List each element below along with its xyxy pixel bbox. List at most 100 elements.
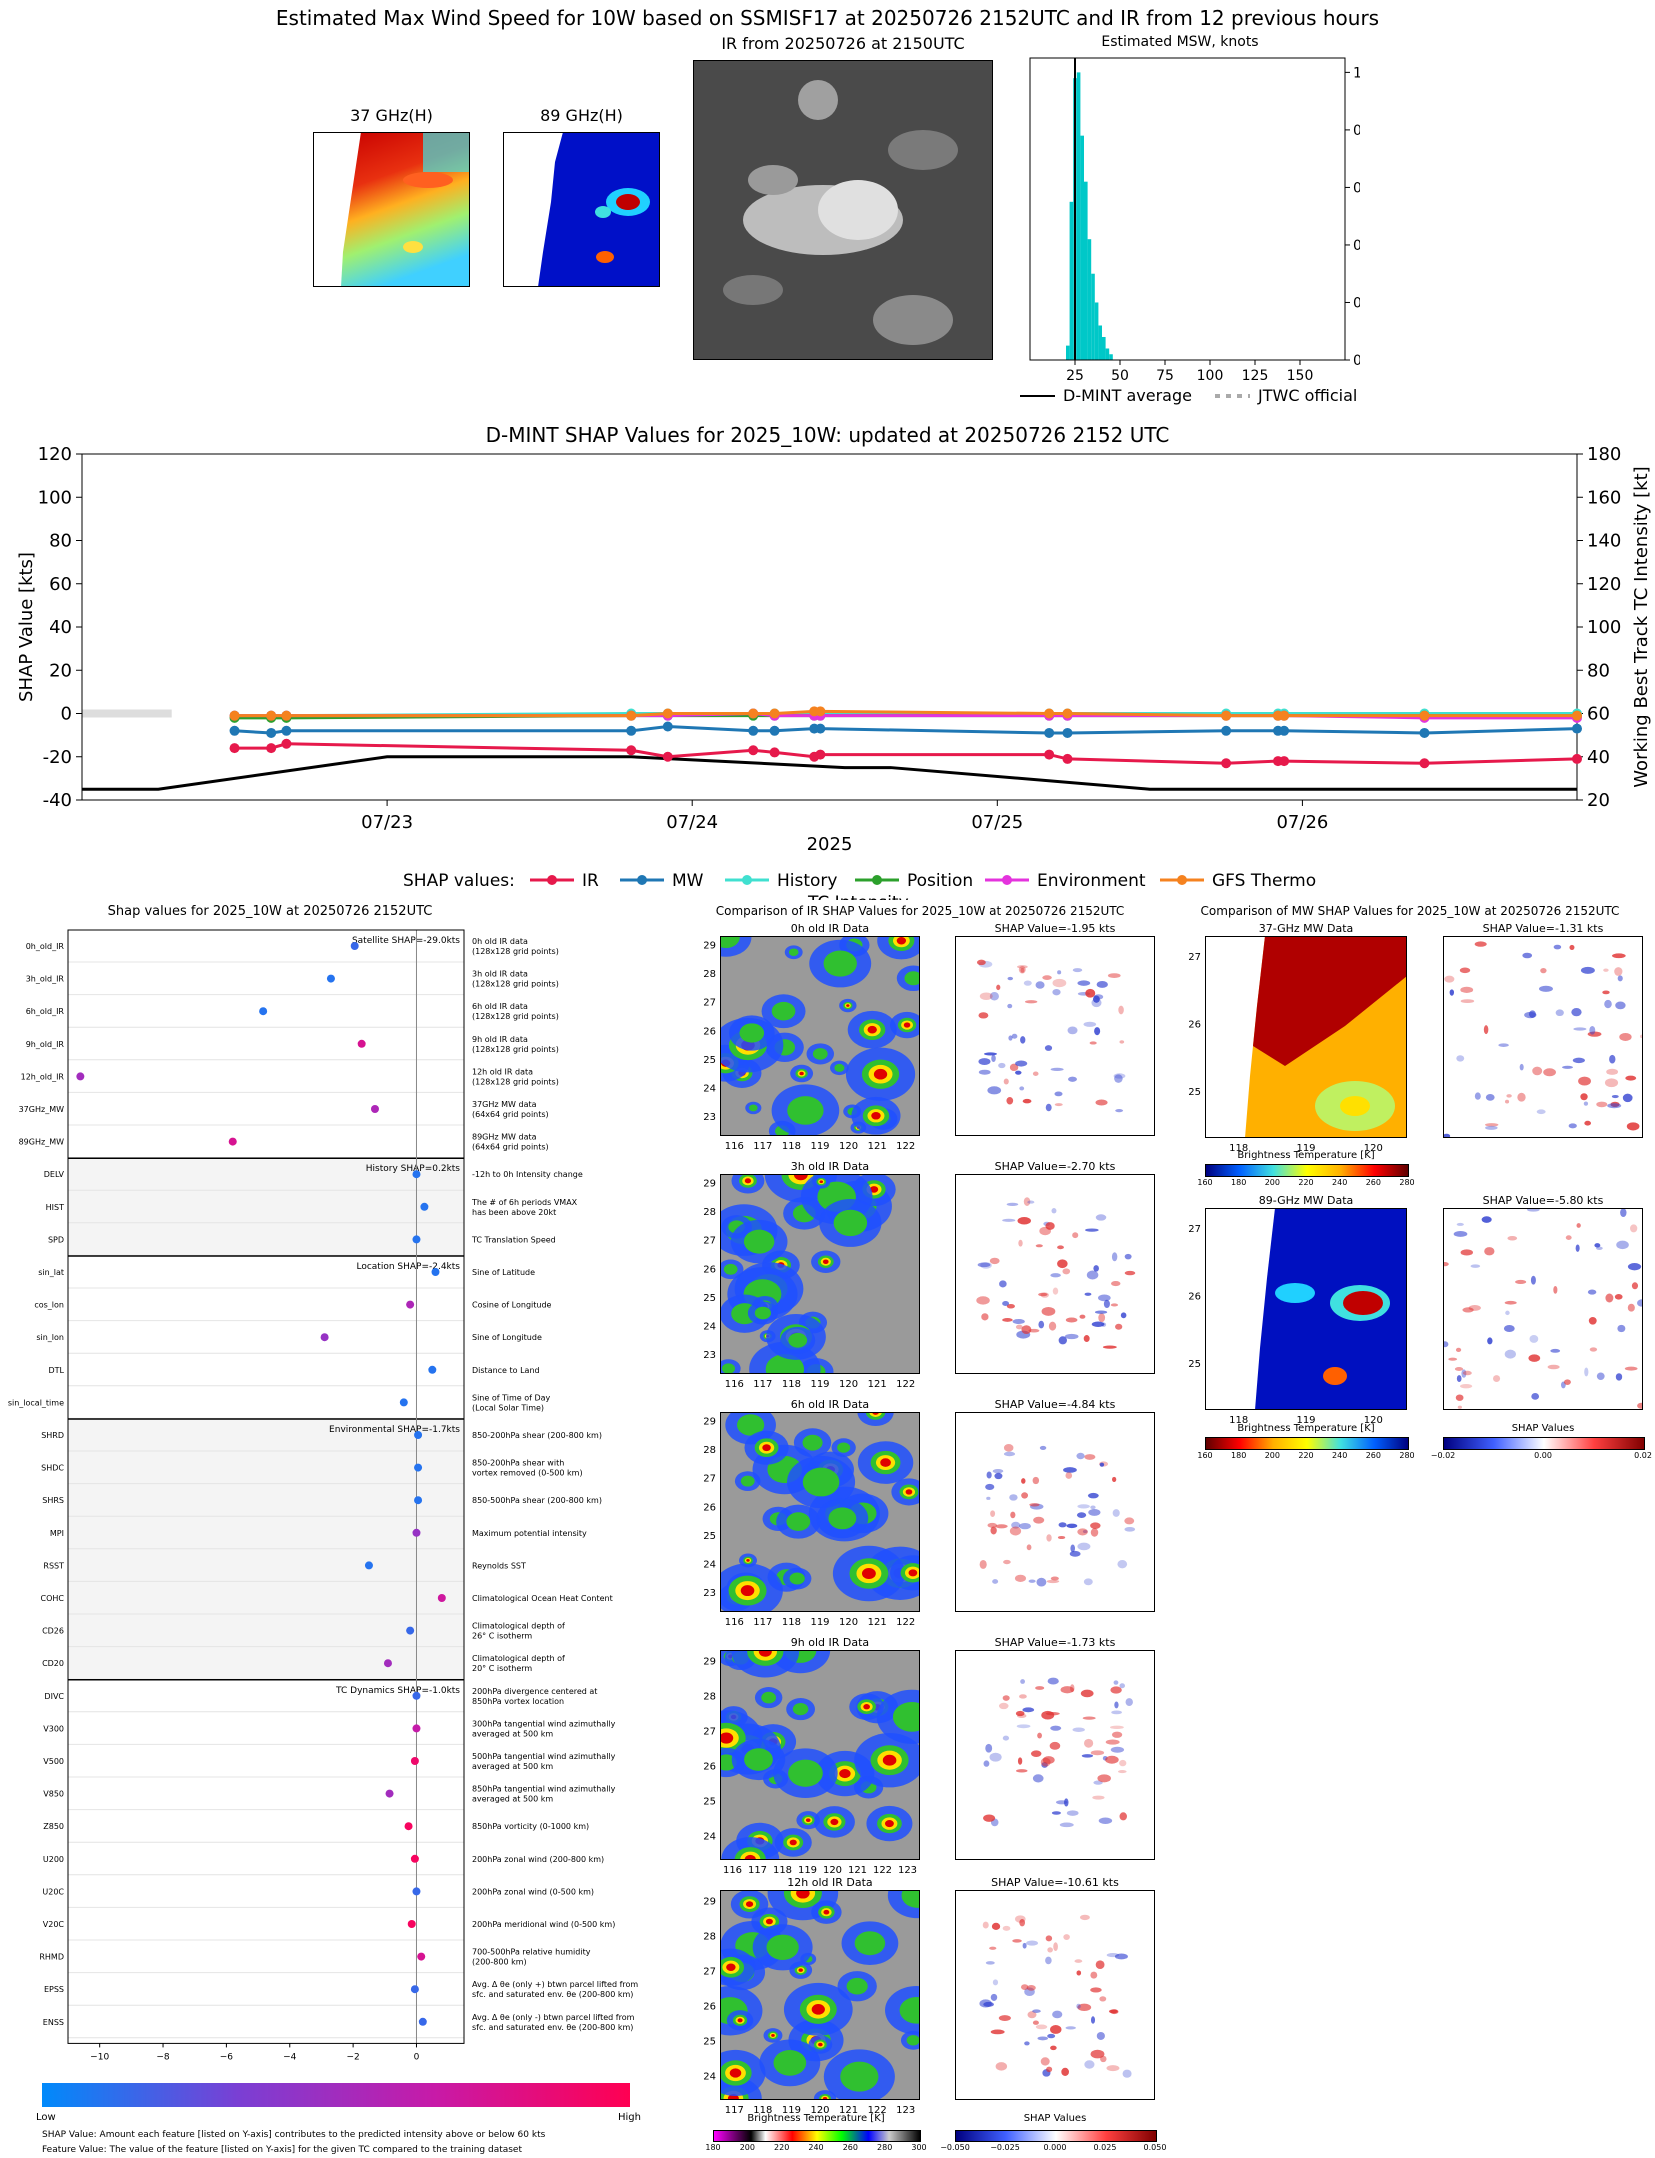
hist-xtick-label: 125 (1242, 368, 1269, 384)
ir-shap-cb-label: SHAP Values (1023, 2113, 1087, 2124)
group-shap-label: Location SHAP=-2.4kts (356, 1262, 460, 1272)
image-xtick-label: 120 (1364, 1415, 1383, 1426)
image-ytick-label: 24 (703, 2072, 716, 2083)
feature-description: 300hPa tangential wind azimuthally (472, 1719, 616, 1728)
feature-name: V20C (43, 1920, 65, 1929)
feature-description: 6h old IR data (472, 1002, 528, 1011)
mw-brightness-colorbar (1205, 1437, 1409, 1450)
image-ytick-label: 26 (1188, 1020, 1201, 1031)
series-point (1062, 753, 1073, 764)
ir-cb-label: Brightness Temperature [K] (747, 2113, 885, 2124)
hist-ytick-label: 1.0 (1353, 65, 1360, 81)
legend-dmint-label: D-MINT average (1063, 386, 1192, 405)
image-ytick-label: 28 (703, 1207, 716, 1218)
feature-name: RSST (43, 1561, 64, 1570)
image-xtick-label: 122 (873, 1865, 892, 1876)
series-point (815, 723, 826, 734)
panel-89ghz-image (503, 132, 660, 287)
feature-description: (128x128 grid points) (472, 1012, 559, 1021)
image-ytick-label: 23 (703, 1112, 716, 1123)
series-point (1279, 710, 1290, 721)
feature-name: V300 (43, 1724, 64, 1733)
colorbar-tick-label: −0.025 (990, 2143, 1020, 2152)
feature-description: Sine of Longitude (472, 1333, 542, 1342)
series-point (229, 710, 240, 721)
image-xtick-label: 121 (868, 1617, 887, 1628)
ir-image: 116 117 118 119 120 121 122 29 28 27 26 25 24 23 (703, 1174, 920, 1390)
scatter-xtick-label: −2 (346, 2052, 359, 2060)
image-xtick-label: 117 (748, 1865, 767, 1876)
image-ytick-label: 25 (703, 1293, 716, 1304)
feature-point (414, 1463, 423, 1472)
hist-bar (1102, 336, 1106, 360)
image-xtick-label: 116 (725, 1379, 744, 1390)
hist-ytick-label: 0.8 (1353, 123, 1360, 139)
feature-point (420, 1202, 429, 1211)
image-xtick-label: 121 (848, 1865, 867, 1876)
series-point (1419, 710, 1430, 721)
feature-point (412, 1170, 421, 1179)
ir-shap-image (955, 936, 1155, 1136)
image-xtick-label: 116 (725, 1617, 744, 1628)
image-ytick-label: 29 (703, 1657, 716, 1668)
image-ytick-label: 27 (1188, 952, 1201, 963)
colorbar-tick-label: 220 (1298, 1451, 1314, 1460)
image-xtick-label: 117 (725, 2105, 744, 2116)
series-point (662, 708, 673, 719)
ir-image-title: 9h old IR Data (790, 1636, 870, 1649)
image-ytick-label: 29 (703, 1417, 716, 1428)
series-point (769, 708, 780, 719)
feature-name: CD20 (42, 1659, 64, 1668)
image-xtick-label: 119 (782, 2105, 801, 2116)
image-xtick-label: 121 (868, 1141, 887, 1152)
image-ytick-label: 27 (703, 998, 716, 1009)
ir-shap-image (955, 1890, 1155, 2100)
feature-point (383, 1659, 392, 1668)
feature-name: 0h_old_IR (26, 942, 65, 951)
feature-description: sfc. and saturated env. θe (200-800 km) (472, 1990, 633, 1999)
hist-ytick-label: 0.6 (1353, 180, 1360, 196)
ir-image: 116 117 118 119 120 121 122 29 28 27 26 25 24 23 (703, 936, 920, 1152)
ts-legend-marker (742, 875, 752, 885)
colorbar-tick-label: 0.02 (1634, 1451, 1652, 1460)
mw-shap-cb-label: SHAP Values (1511, 1423, 1575, 1434)
feature-description: averaged at 500 km (472, 1729, 553, 1738)
colorbar-tick-label: 200 (1264, 1178, 1280, 1187)
feature-description: 200hPa zonal wind (200-800 km) (472, 1855, 604, 1864)
image-ytick-label: 26 (1188, 1292, 1201, 1303)
series-point (1572, 753, 1582, 764)
image-ytick-label: 29 (703, 941, 716, 952)
feature-description: vortex removed (0-500 km) (472, 1469, 583, 1478)
feature-name: ENSS (43, 2018, 64, 2027)
image-ytick-label: 25 (1188, 1087, 1201, 1098)
hist-bar (1084, 181, 1088, 360)
image-xtick-label: 123 (898, 1865, 917, 1876)
feature-point (412, 1528, 421, 1537)
series-point (266, 710, 277, 721)
feature-name: CD26 (42, 1627, 64, 1636)
scatter-xtick-label: −4 (283, 2052, 297, 2060)
feature-description: 20° C isotherm (472, 1664, 532, 1673)
ts-y2label: Working Best Track TC Intensity [kt] (1631, 466, 1652, 787)
feature-description: (128x128 grid points) (472, 980, 559, 989)
ts-y2tick-label: 60 (1587, 704, 1610, 725)
scatter-frame (67, 929, 465, 2044)
feature-name: 37GHz_MW (19, 1105, 64, 1114)
image-xtick-label: 119 (810, 1141, 829, 1152)
ts-legend-label: GFS Thermo (1212, 871, 1316, 891)
ts-legend-label: History (777, 871, 837, 891)
hist-bar (1105, 348, 1110, 360)
feature-point (417, 1952, 426, 1961)
ts-legend-label: Position (907, 871, 973, 891)
group-shap-label: TC Dynamics SHAP=-1.0kts (335, 1686, 460, 1696)
ts-ytick-label: 120 (38, 444, 72, 465)
image-ytick-label: 26 (703, 1502, 716, 1513)
feature-point (259, 1007, 268, 1016)
series-point (229, 743, 240, 754)
series-point (281, 725, 292, 736)
hist-xtick-label: 100 (1197, 368, 1224, 384)
feature-name: sin_lon (36, 1333, 64, 1342)
series-point (815, 749, 826, 760)
ts-y2tick-label: 80 (1587, 660, 1610, 681)
ts-y2tick-label: 180 (1587, 444, 1621, 465)
